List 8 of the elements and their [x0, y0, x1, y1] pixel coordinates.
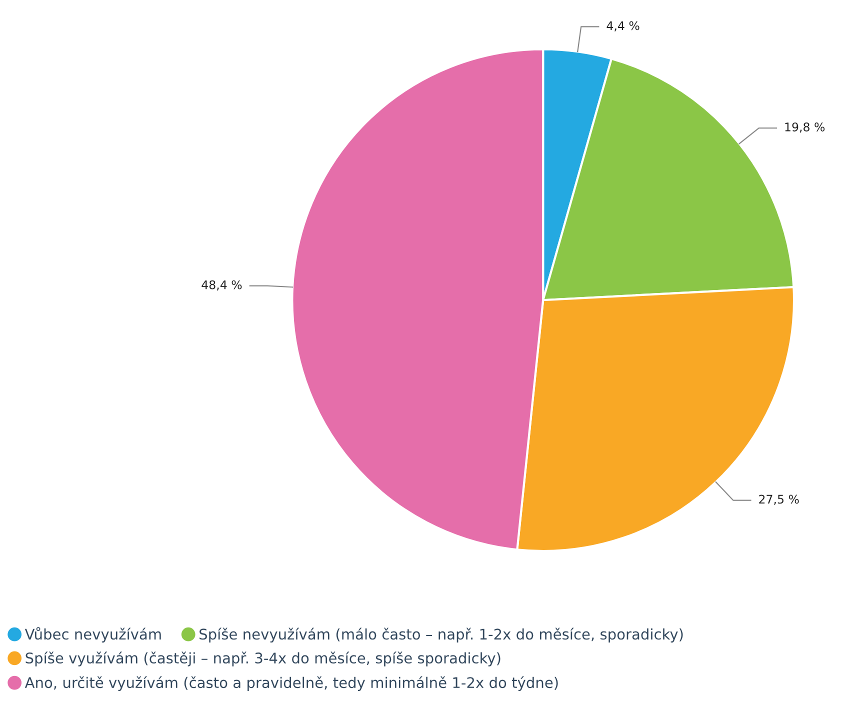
legend-label: Ano, určitě využívám (často a pravidelně, tedy minimálně 1-2x do týdne): [24, 676, 558, 691]
legend-label: Spíše využívám (častěji – např. 3-4x do měsíce, spíše sporadicky): [26, 652, 500, 666]
data-label: 48,4 %: [202, 280, 242, 290]
legend-label: Vůbec nevyužívám: [24, 627, 161, 642]
data-label: 27,5 %: [759, 494, 799, 505]
data-label: 19,8 %: [785, 122, 825, 133]
legend-label: Spíše nevyužívám (málo často – např. 1-2x do měsíce, sporadicky): [200, 628, 683, 642]
data-label: 4,4 %: [606, 21, 640, 32]
